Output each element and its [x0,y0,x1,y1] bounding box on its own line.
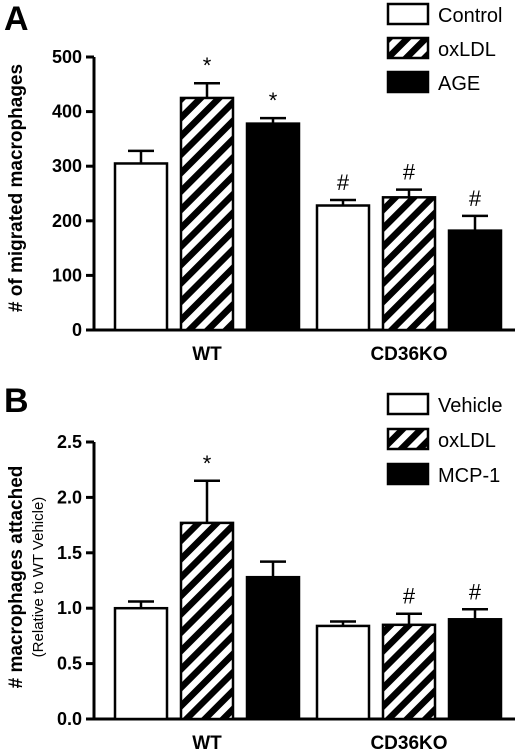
panel-letter-b: B [4,382,29,420]
category-label-cd36ko: CD36KO [370,344,447,365]
category-label-wt: WT [192,344,222,365]
bar-cd36ko-vehicle [315,624,371,721]
significance-star: * [203,53,212,78]
y-tick-label: 2.0 [57,487,82,507]
panel-letter-a: A [4,0,29,38]
legend-label-control: Control [438,5,502,27]
y-tick-label: 100 [52,265,82,285]
bar-cd36ko-oxldl [381,623,437,721]
y-axis-sublabel-b: (Relative to WT Vehicle) [30,497,47,658]
legend-label-mcp-1: MCP-1 [438,465,500,487]
significance-hash: # [403,584,416,609]
legend-swatch-age [386,70,430,94]
bar-cd36ko-oxldl [381,196,437,332]
legend-swatch-vehicle [386,392,430,416]
bar-wt-vehicle [113,606,169,721]
bars-a: * * # # # [113,53,503,332]
y-tick-label: 2.5 [57,432,82,452]
bars-b: * # # [113,451,503,721]
y-tick-label: 0.5 [57,654,82,674]
bar-wt-oxldl [179,521,235,721]
significance-hash: # [403,160,416,185]
significance-hash: # [469,579,482,604]
bar-wt-mcp-1 [245,575,301,721]
bar-cd36ko-mcp-1 [447,618,503,721]
legend-label-vehicle: Vehicle [438,395,503,417]
y-tick-label: 1.0 [57,598,82,618]
legend-swatch-oxldl [386,36,430,60]
panel-b: B # macrophages attached (Relative to WT… [4,382,515,749]
significance-star: * [203,451,212,476]
legend-swatch-oxldl [386,427,430,451]
category-label-cd36ko: CD36KO [370,733,447,749]
legend-label-age: AGE [438,73,480,95]
bar-wt-age [245,122,301,332]
legend-label-oxldl: oxLDL [438,39,496,61]
y-tick-label: 0.0 [57,709,82,729]
y-tick-label: 1.5 [57,543,82,563]
y-tick-label: 300 [52,156,82,176]
significance-hash: # [337,170,350,195]
legend-b: Vehicle oxLDL MCP-1 [386,392,503,487]
y-axis-label-b: # macrophages attached [6,466,27,689]
category-label-wt: WT [192,733,222,749]
bar-cd36ko-age [447,229,503,332]
significance-hash: # [469,186,482,211]
legend-swatch-control [386,2,430,26]
legend-a: Control oxLDL AGE [386,2,502,95]
panel-a: A # of migrated macrophages 0 100 200 300 40… [4,0,515,365]
y-tick-label: 400 [52,102,82,122]
bar-cd36ko-control [315,204,371,332]
y-tick-label: 200 [52,211,82,231]
bar-wt-oxldl [179,96,235,332]
y-axis-label-a: # of migrated macrophages [6,64,27,312]
legend-label-oxldl: oxLDL [438,430,496,452]
significance-star: * [269,88,278,113]
y-tick-label: 0 [72,320,82,340]
y-tick-label: 500 [52,47,82,67]
bar-wt-control [113,162,169,332]
legend-swatch-mcp-1 [386,462,430,486]
